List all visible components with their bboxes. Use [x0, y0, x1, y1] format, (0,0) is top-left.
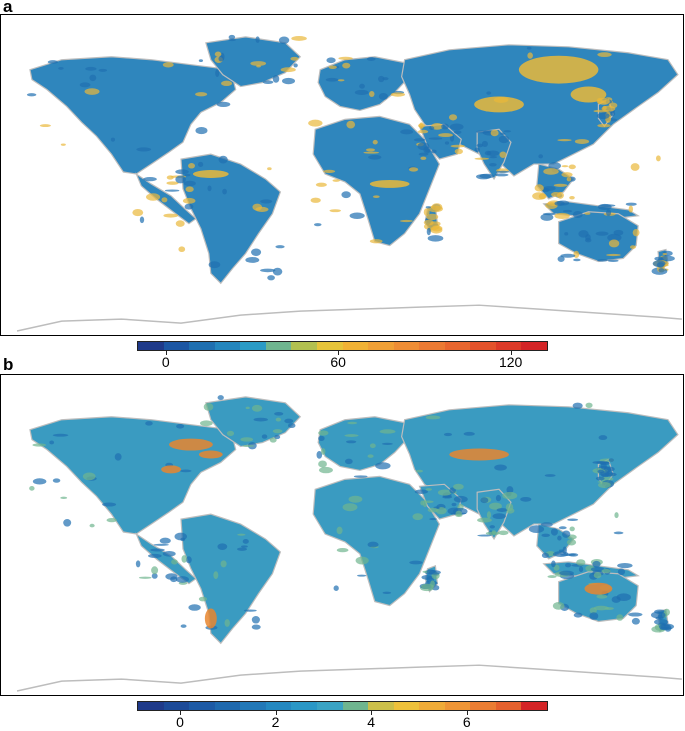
- world-map-a: [16, 34, 682, 332]
- colorbar-segment: [393, 702, 420, 710]
- value-texture: [29, 395, 675, 633]
- hotspot: [369, 179, 410, 188]
- colorbar-segment: [265, 702, 292, 710]
- hotspot: [449, 448, 509, 461]
- hotspot: [570, 86, 607, 103]
- value-texture: [26, 34, 675, 281]
- colorbar-segment: [342, 342, 369, 350]
- colorbar-segment: [521, 702, 547, 710]
- colorbar-segment: [419, 342, 445, 350]
- hotspot: [518, 55, 599, 84]
- continent-asia: [401, 404, 679, 537]
- colorbar-tick: [275, 711, 277, 715]
- world-map-b: [16, 395, 682, 692]
- hotspot: [161, 465, 182, 474]
- colorbar-segment: [470, 342, 496, 350]
- hotspot: [192, 170, 229, 178]
- colorbar-segment: [163, 342, 190, 350]
- colorbar-segment: [470, 702, 496, 710]
- colorbar-segment: [189, 702, 215, 710]
- colorbar-tick: [371, 711, 373, 715]
- colorbar-segment: [419, 702, 445, 710]
- map-panel-b: [0, 374, 684, 696]
- colorbar-segment: [291, 702, 317, 710]
- colorbar-tick-label: 0: [161, 354, 170, 370]
- colorbar-segment: [368, 342, 394, 350]
- colorbar-tick-label: 4: [367, 714, 376, 730]
- colorbar-segment: [368, 702, 394, 710]
- panel-label-a: a: [3, 0, 13, 16]
- colorbar-segment: [291, 342, 317, 350]
- colorbar-segment: [521, 342, 547, 350]
- hotspot: [204, 608, 217, 629]
- colorbar-tick: [338, 351, 340, 355]
- colorbar-segment: [138, 702, 164, 710]
- hotspot: [474, 96, 524, 113]
- colorbar-a: [137, 341, 548, 351]
- hotspot: [584, 582, 613, 595]
- colorbar-tick-label: 60: [330, 354, 346, 370]
- continent-australia: [558, 211, 639, 263]
- colorbar-segment: [495, 342, 522, 350]
- colorbar-segment: [316, 342, 343, 350]
- colorbar-b: [137, 701, 548, 711]
- colorbar-segment: [444, 342, 471, 350]
- colorbar-tick-label: 2: [271, 714, 280, 730]
- panel-label-b: b: [3, 355, 14, 374]
- continent-europe: [317, 56, 411, 112]
- colorbar-segment: [214, 702, 241, 710]
- colorbar-segment: [393, 342, 420, 350]
- continent-south-america: [180, 513, 282, 645]
- continent-africa: [312, 115, 441, 247]
- colorbar-tick-label: 0: [176, 714, 184, 730]
- colorbar-tick-label: 120: [498, 354, 523, 370]
- colorbar-segment: [240, 342, 266, 350]
- colorbar-tick: [466, 711, 468, 715]
- colorbar-segment: [214, 342, 241, 350]
- colorbar-tick: [510, 351, 512, 355]
- colorbar-segment: [316, 702, 343, 710]
- hotspot: [198, 450, 223, 459]
- colorbar-tick-label: 6: [462, 714, 471, 730]
- colorbar-segment: [495, 702, 522, 710]
- colorbar-segment: [265, 342, 292, 350]
- colorbar-tick: [165, 351, 167, 355]
- colorbar-segment: [342, 702, 369, 710]
- continent-europe: [317, 416, 411, 472]
- hotspot: [169, 438, 213, 451]
- map-panel-a: [0, 14, 684, 336]
- continent-asia: [401, 44, 679, 177]
- colorbar-segment: [444, 702, 471, 710]
- colorbar-tick: [180, 711, 181, 715]
- colorbar-segment: [163, 702, 190, 710]
- colorbar-segment: [189, 342, 215, 350]
- antarctica-coastline: [16, 664, 682, 692]
- colorbar-segment: [138, 342, 164, 350]
- antarctica-coastline: [16, 304, 682, 332]
- continent-south-america: [180, 153, 282, 285]
- colorbar-segment: [240, 702, 266, 710]
